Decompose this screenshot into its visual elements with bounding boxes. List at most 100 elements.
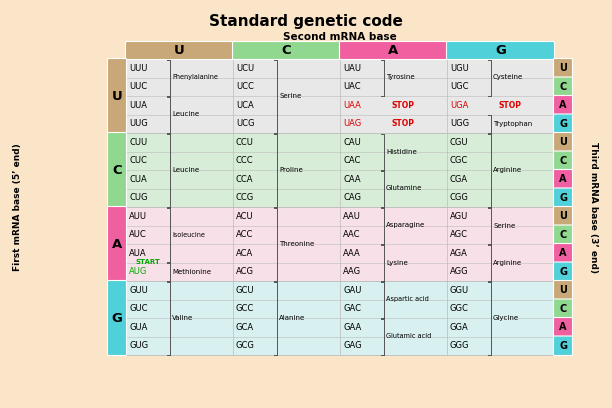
Bar [340, 133, 447, 207]
Text: C: C [559, 156, 567, 166]
FancyBboxPatch shape [553, 262, 572, 282]
Text: CCC: CCC [236, 156, 253, 165]
Text: A: A [559, 174, 567, 184]
FancyBboxPatch shape [233, 42, 340, 60]
Text: UUU: UUU [129, 64, 147, 73]
FancyBboxPatch shape [553, 133, 572, 152]
Text: U: U [559, 63, 567, 73]
Text: UCG: UCG [236, 119, 255, 128]
Text: GGA: GGA [450, 323, 469, 332]
Text: CCG: CCG [236, 193, 254, 202]
Text: G: G [559, 267, 567, 277]
Text: CAU: CAU [343, 138, 360, 147]
Text: GAG: GAG [343, 341, 362, 350]
Text: ACG: ACG [236, 267, 254, 276]
Text: U: U [111, 89, 122, 102]
FancyBboxPatch shape [553, 317, 572, 337]
Text: AUC: AUC [129, 230, 147, 239]
Text: CUA: CUA [129, 175, 147, 184]
Text: GGU: GGU [450, 286, 469, 295]
Text: GUA: GUA [129, 323, 147, 332]
Text: ACA: ACA [236, 249, 253, 258]
Text: UCC: UCC [236, 82, 254, 91]
Text: GGG: GGG [450, 341, 469, 350]
FancyBboxPatch shape [553, 114, 572, 133]
Text: C: C [559, 230, 567, 240]
Text: UCU: UCU [236, 64, 254, 73]
Bar [126, 207, 233, 281]
Text: CCA: CCA [236, 175, 253, 184]
Text: G: G [559, 119, 567, 129]
Text: GAC: GAC [343, 304, 361, 313]
FancyBboxPatch shape [553, 299, 572, 319]
Text: AUA: AUA [129, 249, 147, 258]
Text: GUU: GUU [129, 286, 147, 295]
Bar [126, 281, 233, 355]
Text: A: A [559, 322, 567, 332]
Bar [447, 133, 554, 207]
Text: Lysine: Lysine [386, 259, 408, 266]
FancyBboxPatch shape [553, 188, 572, 208]
FancyBboxPatch shape [553, 206, 572, 226]
FancyBboxPatch shape [108, 58, 127, 133]
FancyBboxPatch shape [447, 42, 554, 60]
Text: A: A [559, 248, 567, 258]
Bar [340, 281, 447, 355]
Text: UUA: UUA [129, 101, 147, 110]
Text: Arginine: Arginine [493, 167, 522, 173]
Text: AAU: AAU [343, 212, 361, 221]
Text: Alanine: Alanine [279, 315, 305, 321]
Text: Tryptophan: Tryptophan [493, 121, 532, 127]
Text: C: C [559, 304, 567, 314]
Text: G: G [559, 341, 567, 351]
FancyBboxPatch shape [553, 151, 572, 171]
Text: Methionine: Methionine [172, 269, 211, 275]
Bar [233, 59, 340, 133]
Text: AAG: AAG [343, 267, 361, 276]
Bar [126, 133, 233, 207]
FancyBboxPatch shape [125, 42, 234, 60]
Text: Glycine: Glycine [493, 315, 519, 321]
Text: A: A [389, 44, 398, 57]
Text: AGG: AGG [450, 267, 469, 276]
Text: GCC: GCC [236, 304, 254, 313]
Text: G: G [495, 44, 506, 57]
Bar [447, 207, 554, 281]
Text: Valine: Valine [172, 315, 193, 321]
Text: GCA: GCA [236, 323, 254, 332]
Text: UGC: UGC [450, 82, 469, 91]
Text: Cysteine: Cysteine [493, 75, 523, 80]
Text: C: C [112, 164, 122, 177]
Bar [233, 133, 340, 207]
Text: Serine: Serine [279, 93, 301, 99]
Text: C: C [559, 82, 567, 92]
Text: G: G [111, 311, 122, 324]
FancyBboxPatch shape [553, 336, 572, 355]
Text: Asparagine: Asparagine [386, 222, 425, 228]
Text: Glutamine: Glutamine [386, 186, 422, 191]
FancyBboxPatch shape [553, 58, 572, 78]
Text: UGU: UGU [450, 64, 469, 73]
Text: CCU: CCU [236, 138, 254, 147]
FancyBboxPatch shape [108, 133, 127, 208]
Text: Histidine: Histidine [386, 149, 417, 155]
Text: Phenylalanine: Phenylalanine [172, 75, 218, 80]
Text: STOP: STOP [499, 101, 522, 110]
Text: Arginine: Arginine [493, 259, 522, 266]
Text: STOP: STOP [392, 101, 415, 110]
FancyBboxPatch shape [340, 42, 447, 60]
Text: UGA: UGA [450, 101, 468, 110]
Text: U: U [559, 211, 567, 221]
Text: CAG: CAG [343, 193, 361, 202]
Text: AAC: AAC [343, 230, 360, 239]
Text: AUU: AUU [129, 212, 147, 221]
FancyBboxPatch shape [108, 206, 127, 282]
Text: Threonine: Threonine [279, 241, 314, 247]
Text: Leucine: Leucine [172, 167, 199, 173]
Text: Second mRNA base: Second mRNA base [283, 32, 397, 42]
Text: Leucine: Leucine [172, 111, 199, 118]
Text: AGA: AGA [450, 249, 468, 258]
FancyBboxPatch shape [108, 281, 127, 355]
Text: First mRNA base (5’ end): First mRNA base (5’ end) [13, 143, 23, 271]
Text: GAA: GAA [343, 323, 361, 332]
